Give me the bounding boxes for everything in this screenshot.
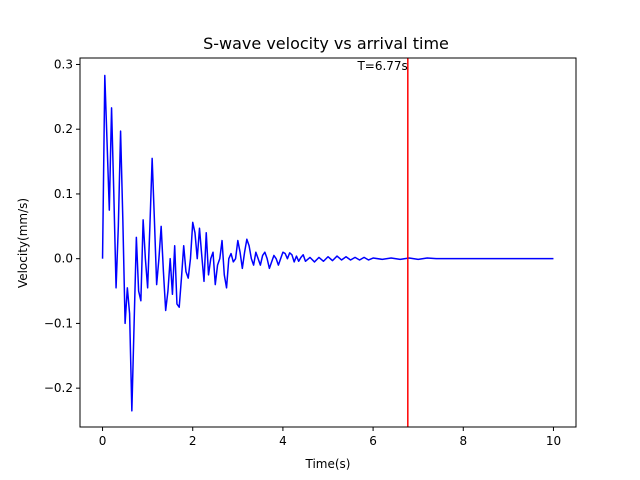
y-axis-label: Velocity(mm/s) <box>16 198 30 288</box>
y-tick-label: 0.2 <box>54 122 73 136</box>
x-tick-label: 4 <box>279 434 287 448</box>
x-tick-label: 2 <box>189 434 197 448</box>
y-tick-label: −0.2 <box>44 381 73 395</box>
y-axis: −0.2 −0.1 0.0 0.1 0.2 0.3 <box>44 57 80 395</box>
series-line-0 <box>101 74 554 412</box>
x-tick-label: 0 <box>99 434 107 448</box>
x-tick-label: 6 <box>369 434 377 448</box>
y-tick-label: −0.1 <box>44 316 73 330</box>
chart-title: S-wave velocity vs arrival time <box>203 34 449 53</box>
y-tick-label: 0.1 <box>54 187 73 201</box>
plot-area <box>101 74 554 412</box>
x-tick-label: 8 <box>459 434 467 448</box>
x-tick-label: 10 <box>546 434 561 448</box>
y-tick-label: 0.0 <box>54 252 73 266</box>
marker-layer: T=6.77s <box>356 58 409 427</box>
axes-frame <box>79 57 577 428</box>
x-axis-label: Time(s) <box>305 457 351 471</box>
arrival-time-label: T=6.77s <box>356 59 407 73</box>
x-axis: 0 2 4 6 8 10 <box>99 427 561 448</box>
y-tick-label: 0.3 <box>54 57 73 71</box>
